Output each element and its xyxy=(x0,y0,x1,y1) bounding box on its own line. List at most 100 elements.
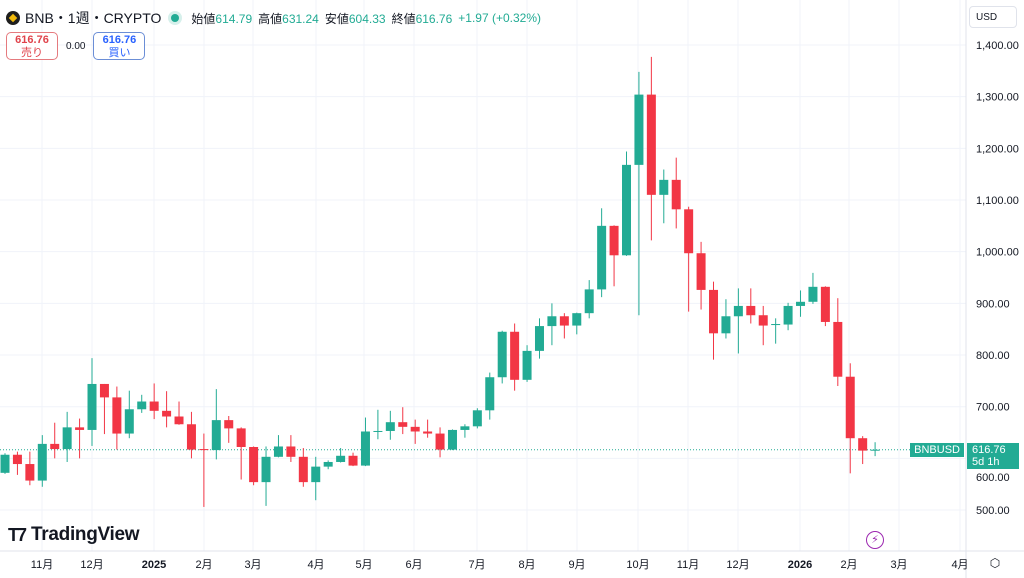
time-tick-label: 4月 xyxy=(951,559,968,571)
candle-body xyxy=(845,376,855,439)
time-tick-label: 2月 xyxy=(840,559,857,571)
candle-body xyxy=(50,443,60,450)
candle xyxy=(373,409,383,440)
candle xyxy=(721,299,731,339)
candle xyxy=(547,303,557,346)
candle-body xyxy=(460,426,470,430)
price-tick-label: 1,000.00 xyxy=(976,247,1019,259)
candle-body xyxy=(137,401,147,410)
time-tick-label: 2025 xyxy=(142,559,166,571)
candle xyxy=(224,415,234,443)
candle xyxy=(845,363,855,474)
candle-body xyxy=(572,313,582,326)
candle xyxy=(360,417,370,467)
buy-price: 616.76 xyxy=(102,34,137,46)
candle xyxy=(398,407,408,435)
time-tick-label: 9月 xyxy=(568,559,585,571)
candle xyxy=(671,157,681,229)
candle xyxy=(758,305,768,346)
candle-body xyxy=(311,466,321,483)
price-axis[interactable]: 1,400.00 1,300.00 1,200.00 1,100.00 1,000.00… xyxy=(976,40,1019,517)
candle-body xyxy=(758,315,768,326)
candle xyxy=(199,433,209,507)
time-tick-label: 7月 xyxy=(468,559,485,571)
candle-body xyxy=(174,416,184,425)
time-tick-label: 6月 xyxy=(405,559,422,571)
time-tick-label: 10月 xyxy=(626,559,649,571)
tradingview-logo[interactable]: T7 TradingView xyxy=(8,524,140,546)
candle-body xyxy=(634,94,644,165)
spread-value: 0.00 xyxy=(66,40,86,52)
candle-body xyxy=(286,446,296,457)
time-tick-label: 5月 xyxy=(355,559,372,571)
bar-countdown: 5d 1h xyxy=(972,456,1000,468)
candle xyxy=(709,281,719,360)
candle-body xyxy=(721,316,731,334)
candle-body xyxy=(87,383,97,430)
candle xyxy=(62,411,72,462)
candle xyxy=(323,460,333,470)
candle-body xyxy=(37,443,47,481)
candle xyxy=(771,318,781,344)
trade-buttons: 616.76 売り 0.00 616.76 買い xyxy=(6,32,146,60)
candle-body xyxy=(435,433,445,450)
candle-body xyxy=(25,464,35,481)
candle-body xyxy=(423,431,433,434)
candle xyxy=(684,206,694,312)
currency-button[interactable]: USD xyxy=(969,6,1017,28)
time-axis[interactable]: 11月 12月 2025 2月 3月 4月 5月 6月 7月 8月 9月 10月 11月 12月 2026 2… xyxy=(31,559,969,571)
candle xyxy=(870,442,880,457)
candle-body xyxy=(696,253,706,290)
candle-body xyxy=(249,446,259,483)
market-status-icon[interactable] xyxy=(171,14,180,22)
candle xyxy=(796,290,806,317)
candle xyxy=(646,56,656,241)
candle xyxy=(497,330,507,384)
candle xyxy=(75,418,85,459)
settings-icon[interactable]: ⬡ xyxy=(989,556,1001,570)
candle-body xyxy=(360,431,370,466)
sell-button[interactable]: 616.76 売り xyxy=(6,32,58,60)
candle-body xyxy=(447,429,457,450)
time-tick-label: 8月 xyxy=(518,559,535,571)
candle-body xyxy=(796,301,806,306)
candle-body xyxy=(124,409,134,434)
time-tick-label: 11月 xyxy=(31,559,53,571)
price-tick-label: 1,100.00 xyxy=(976,195,1019,207)
candle xyxy=(149,383,159,420)
time-tick-label: 4月 xyxy=(307,559,324,571)
tradingview-logo-icon: T7 xyxy=(8,524,27,545)
candle-body xyxy=(559,316,569,326)
symbol-legend: BNB・1週・CRYPTO 始値614.79 高値631.24 安値604.33… xyxy=(6,8,541,28)
candles xyxy=(0,56,880,507)
candle-body xyxy=(510,331,520,380)
candle xyxy=(609,225,619,287)
candle xyxy=(534,318,544,359)
candle xyxy=(348,452,358,467)
candle xyxy=(137,394,147,413)
candle xyxy=(385,410,395,440)
candle xyxy=(37,435,47,487)
candle-body xyxy=(261,456,271,483)
buy-label: 買い xyxy=(108,47,131,59)
candle xyxy=(820,286,830,327)
high-value: 高値631.24 xyxy=(258,11,319,26)
time-tick-label: 2026 xyxy=(788,559,812,571)
candle xyxy=(696,241,706,310)
open-value: 始値614.79 xyxy=(191,11,253,26)
candle-body xyxy=(659,179,669,195)
candle xyxy=(311,456,321,501)
candle-body xyxy=(0,454,10,473)
candle xyxy=(808,272,818,304)
buy-button[interactable]: 616.76 買い xyxy=(93,32,146,60)
symbol-title[interactable]: BNB・1週・CRYPTO xyxy=(25,10,162,26)
price-tick-label: 1,200.00 xyxy=(976,143,1019,155)
candle-body xyxy=(211,420,221,451)
candle xyxy=(236,427,246,480)
candle xyxy=(510,323,520,391)
lightning-icon[interactable]: ⚡ xyxy=(866,531,884,549)
bnb-coin-icon xyxy=(6,11,20,25)
price-tick-label: 600.00 xyxy=(976,472,1010,484)
candle-body xyxy=(398,422,408,427)
